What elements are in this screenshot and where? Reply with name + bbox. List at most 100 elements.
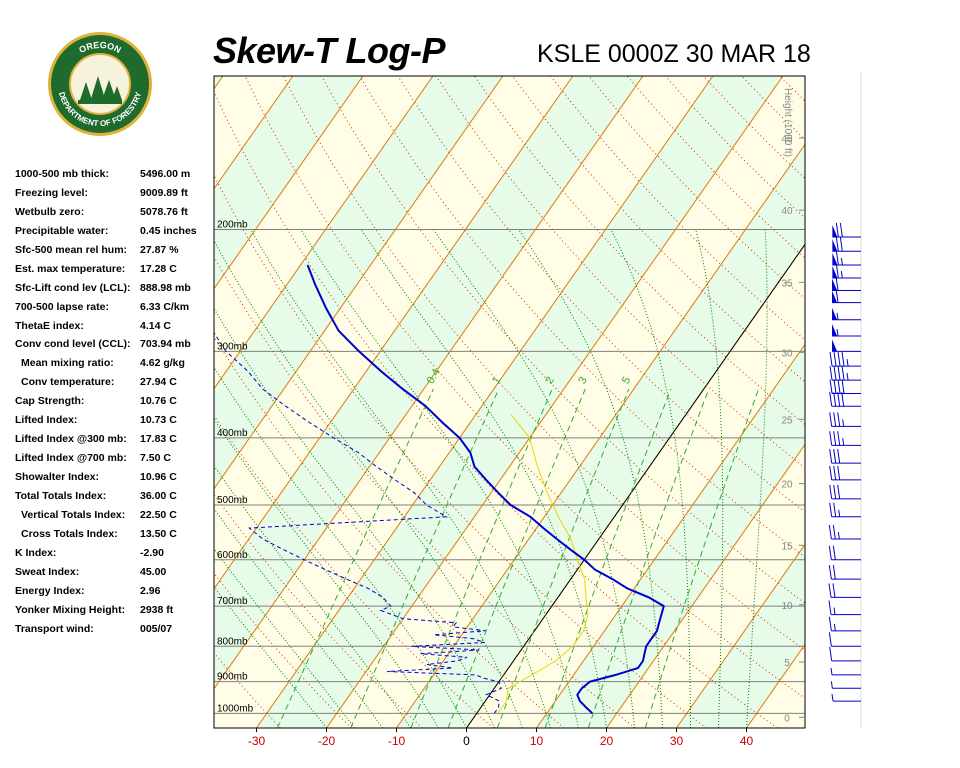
height-axis-label: Height (1000 ft) bbox=[782, 88, 793, 157]
wind-barb bbox=[829, 449, 861, 464]
stat-row: Sfc-Lift cond lev (LCL): 888.98 mb bbox=[15, 282, 215, 301]
wind-barb-flag bbox=[829, 412, 833, 427]
dry-adiabat bbox=[359, 76, 805, 558]
x-tick-label: 10 bbox=[530, 734, 544, 748]
mixing-ratio-line bbox=[410, 388, 553, 728]
wind-barb bbox=[832, 307, 861, 321]
stat-value: -2.90 bbox=[140, 546, 164, 559]
height-tick-label: 35 bbox=[781, 278, 793, 289]
wind-barb-pennant bbox=[832, 278, 838, 291]
pressure-label: 900mb bbox=[217, 672, 248, 683]
wind-barb bbox=[832, 263, 861, 279]
stat-label: Transport wind: bbox=[15, 622, 94, 635]
isotherm-line bbox=[214, 76, 364, 290]
wind-barb-flag bbox=[837, 449, 841, 464]
x-tick-label: 30 bbox=[670, 734, 684, 748]
dry-adiabat bbox=[779, 76, 805, 102]
wind-barb-flag bbox=[829, 392, 833, 407]
stat-value: 5496.00 m bbox=[140, 168, 191, 180]
wind-barb-half-flag bbox=[846, 359, 849, 367]
wind-barb-flag bbox=[835, 237, 839, 252]
stat-label: ThetaE index: bbox=[15, 319, 84, 332]
wind-barb-flag bbox=[833, 352, 837, 367]
wind-barb-flag bbox=[833, 465, 837, 480]
stat-value: 27.87 % bbox=[140, 243, 179, 256]
wind-barb-half-flag bbox=[842, 419, 845, 427]
isotherm-line bbox=[326, 76, 784, 728]
stat-label: K Index: bbox=[15, 546, 57, 559]
wind-barb bbox=[828, 632, 861, 647]
height-tick-label: 15 bbox=[781, 541, 793, 552]
dry-adiabat bbox=[244, 76, 805, 699]
wind-barb bbox=[829, 366, 861, 381]
height-tick-label: 20 bbox=[781, 480, 793, 491]
isotherm-line bbox=[887, 76, 960, 728]
temperature-band bbox=[326, 76, 805, 728]
wind-barb-flag bbox=[829, 502, 833, 517]
mixing-ratio-label: 1 bbox=[490, 375, 503, 386]
wind-barb-flag bbox=[829, 431, 833, 446]
wind-barb-flag bbox=[828, 524, 832, 540]
mixing-ratio-label: 2 bbox=[543, 375, 556, 386]
wind-barb-flag bbox=[829, 465, 833, 480]
wind-barb-pennant bbox=[832, 307, 838, 320]
stat-label: 1000-500 mb thick: bbox=[15, 168, 109, 180]
wind-barb-pennant bbox=[832, 252, 838, 265]
wind-barb bbox=[832, 339, 861, 352]
wind-barb bbox=[832, 276, 861, 292]
wind-barb-half-flag bbox=[831, 693, 834, 702]
stat-label: 700-500 lapse rate: bbox=[15, 300, 109, 313]
wind-barb-flag bbox=[833, 431, 837, 446]
stat-value: 7.50 C bbox=[140, 452, 171, 465]
wind-barb-flag bbox=[829, 352, 833, 367]
temperature-band bbox=[256, 76, 783, 728]
wind-barb-pennant bbox=[832, 290, 838, 303]
stat-row: 700-500 lapse rate: 6.33 C/km bbox=[15, 301, 215, 320]
stat-row: Cross Totals Index: 13.50 C bbox=[15, 528, 215, 547]
stat-row: Freezing level: 9009.89 ft bbox=[15, 187, 215, 206]
wind-barb-flag bbox=[829, 484, 833, 499]
stat-value: 9009.89 ft bbox=[140, 186, 188, 199]
wind-barb bbox=[832, 324, 861, 337]
isotherm-line bbox=[256, 76, 714, 728]
stat-label: Energy Index: bbox=[15, 584, 85, 597]
plot-frame bbox=[213, 75, 806, 729]
wind-barb-flag bbox=[837, 392, 841, 407]
stat-value: 22.50 C bbox=[140, 508, 177, 521]
wind-barb-flag bbox=[832, 565, 836, 580]
stat-value: 4.62 g/kg bbox=[140, 357, 185, 370]
wind-barb-flag bbox=[832, 545, 836, 560]
stat-row: Cap Strength: 10.76 C bbox=[15, 395, 215, 414]
moist-adiabat bbox=[250, 229, 551, 728]
mixing-ratio-line bbox=[447, 388, 586, 728]
stat-label: Conv temperature: bbox=[21, 376, 115, 389]
wind-barb-flag bbox=[828, 632, 832, 647]
stat-label: Lifted Index @300 mb: bbox=[15, 433, 127, 446]
stat-value: 5078.76 ft bbox=[140, 205, 188, 218]
stat-value: 4.14 C bbox=[140, 319, 171, 332]
stat-label: Showalter Index: bbox=[15, 471, 100, 483]
x-tick-label: -30 bbox=[248, 734, 266, 748]
mixing-ratio-line bbox=[350, 388, 500, 728]
dry-adiabat bbox=[214, 255, 636, 728]
stat-row: ThetaE index: 4.14 C bbox=[15, 320, 215, 339]
stat-value: 005/07 bbox=[140, 622, 173, 635]
isotherm-line bbox=[0, 76, 153, 728]
mixing-ratio-line bbox=[277, 388, 434, 728]
dry-adiabat bbox=[214, 652, 281, 728]
stat-row: Yonker Mixing Height: 2938 ft bbox=[15, 604, 215, 623]
isotherm-line bbox=[214, 76, 224, 90]
wind-barb-flag bbox=[835, 222, 839, 238]
dry-adiabat bbox=[550, 76, 805, 341]
parcel-trace bbox=[497, 414, 589, 714]
x-tick-label: -10 bbox=[388, 734, 406, 748]
wind-barb-pennant bbox=[832, 266, 838, 279]
isotherm-line bbox=[214, 76, 644, 690]
svg-text:OREGON: OREGON bbox=[77, 40, 122, 55]
stat-value: 27.94 C bbox=[140, 376, 177, 389]
stat-label: Vertical Totals Index: bbox=[21, 508, 126, 521]
wind-barb-half-flag bbox=[833, 607, 836, 615]
isotherm-line bbox=[606, 443, 805, 728]
temperature-band bbox=[0, 76, 153, 728]
wind-barb bbox=[829, 465, 861, 481]
